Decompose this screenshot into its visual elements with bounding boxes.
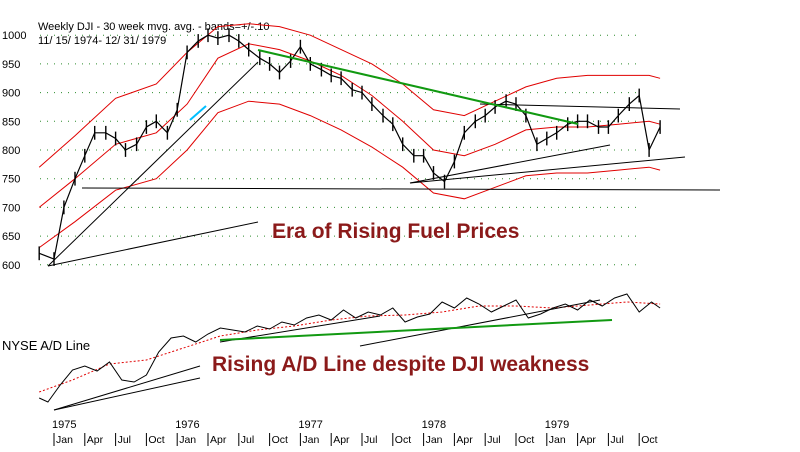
x-month-label: Apr [210, 434, 227, 446]
y-tick-label: 1000 [2, 30, 26, 42]
x-month-label: Apr [87, 434, 104, 446]
ad-uptrend-line-4 [359, 299, 601, 347]
x-month-label: Jul [364, 434, 377, 446]
upper-band-line [38, 23, 661, 168]
y-tick-label: 850 [2, 116, 20, 128]
lower-band-line [38, 100, 661, 249]
upper-resistance-line [479, 103, 681, 110]
bollinger-bands [38, 23, 661, 249]
x-month-label: Oct [518, 434, 534, 446]
x-month-label: Oct [641, 434, 657, 446]
rising-lower-line [409, 156, 686, 184]
y-tick-label: 900 [2, 88, 20, 100]
chart-subtitle: 11/ 15/ 1974- 12/ 31/ 1979 [38, 35, 166, 47]
x-month-label: Oct [395, 434, 411, 446]
ad-uptrend-line-1 [53, 365, 201, 411]
x-month-label: Jan [426, 434, 443, 446]
x-axis-year-labels: 1975 1976 1977 1978 1979 [52, 419, 569, 431]
y-tick-label: 600 [2, 260, 20, 272]
green-downtrend-line [257, 49, 579, 125]
x-year-label: 1978 [422, 419, 446, 431]
x-month-label: Jan [549, 434, 566, 446]
x-axis-month-ticks [53, 433, 640, 446]
y-axis-labels: 1000 950 900 850 800 750 700 650 600 [2, 30, 26, 272]
x-year-label: 1979 [545, 419, 569, 431]
horizontal-support-line [81, 187, 721, 191]
x-month-label: Jan [56, 434, 73, 446]
y-tick-label: 650 [2, 231, 20, 243]
x-month-label: Jan [302, 434, 319, 446]
chart-title: Weekly DJI - 30 week mvg. avg. - bands=+… [38, 21, 270, 33]
x-month-label: Jul [241, 434, 254, 446]
annotation-ad-line: Rising A/D Line despite DJI weakness [212, 353, 589, 376]
x-month-label: Oct [148, 434, 164, 446]
dji-weekly-bars [38, 28, 661, 266]
lower-support-line [47, 221, 259, 267]
x-year-label: 1976 [175, 419, 199, 431]
nyse-ad-line [38, 293, 661, 403]
y-tick-label: 700 [2, 202, 20, 214]
ad-uptrend-line-2 [53, 377, 201, 411]
x-month-label: Jan [179, 434, 196, 446]
ad-moving-average-line [39, 301, 661, 393]
x-year-label: 1975 [52, 419, 76, 431]
x-month-label: Apr [580, 434, 597, 446]
x-month-label: Apr [456, 434, 473, 446]
x-month-label: Jul [118, 434, 131, 446]
y-tick-label: 800 [2, 145, 20, 157]
x-year-label: 1977 [298, 419, 322, 431]
y-tick-label: 950 [2, 59, 20, 71]
x-month-label: Oct [272, 434, 288, 446]
blue-accent-segment [189, 105, 207, 121]
ad-trendlines [53, 299, 613, 411]
x-axis-month-labels: Jan Apr Jul Oct Jan Apr Jul Oct Jan Apr Jul Oct Jan A… [56, 434, 658, 446]
trendlines [47, 49, 721, 267]
long-term-uptrend-line [47, 61, 259, 267]
x-month-label: Apr [333, 434, 350, 446]
annotation-fuel-prices: Era of Rising Fuel Prices [272, 220, 519, 243]
x-month-label: Jul [487, 434, 500, 446]
ad-green-support-line [219, 319, 613, 341]
moving-average-line [38, 43, 661, 208]
wedge-line-inner [409, 144, 611, 184]
ad-line-label: NYSE A/D Line [2, 338, 90, 353]
x-month-label: Jul [610, 434, 623, 446]
y-tick-label: 750 [2, 174, 20, 186]
